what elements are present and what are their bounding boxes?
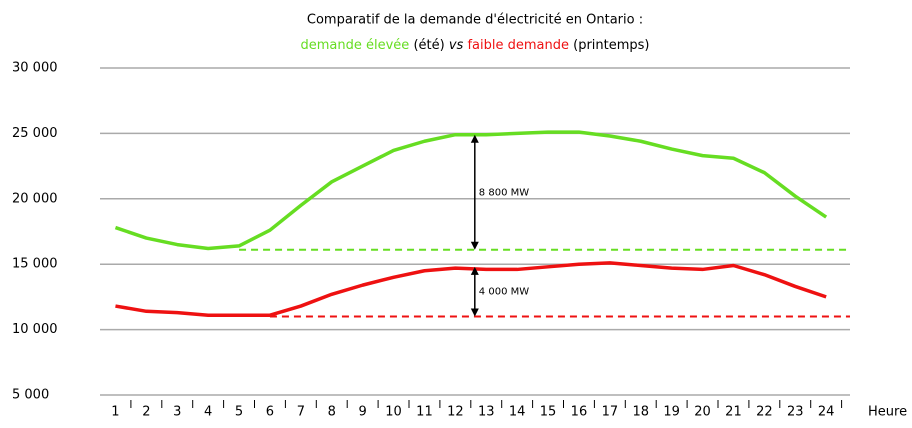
subtitle-part: vs (449, 38, 464, 53)
series-line (115, 261, 827, 317)
series-line (114, 130, 828, 251)
x-tick-label: 10 (385, 405, 402, 420)
y-tick-label: 25 000 (12, 126, 58, 141)
annotation-label: 8 800 MW (479, 187, 529, 198)
x-tick-label: 16 (571, 405, 588, 420)
x-tick-label: 3 (173, 405, 181, 420)
legend-entry: faible demande (467, 38, 569, 53)
x-tick-label: 1 (111, 405, 119, 420)
x-tick-label: 9 (359, 405, 367, 420)
x-tick-label: 8 (328, 405, 336, 420)
chart-subtitle: demande élevée (été) vs faible demande (… (301, 38, 650, 53)
y-tick-label: 20 000 (12, 191, 58, 206)
y-tick-label: 5 000 (12, 388, 49, 403)
y-tick-label: 15 000 (12, 257, 58, 272)
x-tick-label: 7 (297, 405, 305, 420)
y-tick-label: 30 000 (12, 61, 58, 76)
x-tick-label: 6 (266, 405, 274, 420)
x-tick-label: 23 (787, 405, 804, 420)
x-tick-label: 11 (416, 405, 433, 420)
x-tick-label: 5 (235, 405, 243, 420)
subtitle-part: (été) (413, 38, 444, 53)
arrow-head (470, 241, 479, 250)
arrow-head (470, 134, 479, 143)
x-tick-label: 19 (663, 405, 680, 420)
x-tick-label: 22 (756, 405, 773, 420)
y-tick-label: 10 000 (12, 322, 58, 337)
x-tick-label: 21 (725, 405, 742, 420)
x-tick-label: 15 (540, 405, 557, 420)
arrow-head (470, 308, 479, 317)
x-tick-label: 17 (602, 405, 619, 420)
legend-entry: demande élevée (301, 38, 410, 53)
x-axis-label: Heure (868, 405, 907, 420)
x-tick-label: 14 (509, 405, 526, 420)
x-tick-label: 13 (478, 405, 495, 420)
arrow-head (470, 266, 479, 275)
x-tick-label: 18 (632, 405, 649, 420)
x-tick-label: 4 (204, 405, 212, 420)
x-tick-label: 20 (694, 405, 711, 420)
x-tick-label: 12 (447, 405, 464, 420)
x-tick-label: 24 (818, 405, 835, 420)
x-tick-label: 2 (142, 405, 150, 420)
chart-title: Comparatif de la demande d'électricité e… (307, 13, 643, 28)
subtitle-part: (printemps) (573, 38, 649, 53)
annotation-label: 4 000 MW (479, 287, 529, 298)
